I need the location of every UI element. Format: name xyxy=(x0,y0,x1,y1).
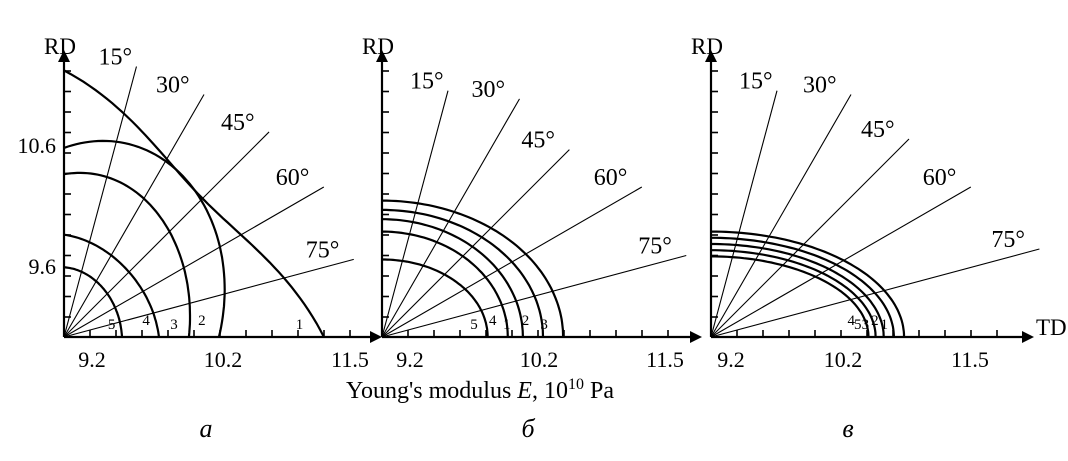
x-axis-arrow xyxy=(690,331,702,343)
curve-4 xyxy=(382,230,509,338)
curve-2 xyxy=(711,236,895,338)
angle-label: 15° xyxy=(98,45,132,71)
angle-label: 60° xyxy=(594,165,628,191)
panel-label: а xyxy=(200,414,213,443)
x-tick-label: 10.2 xyxy=(520,347,559,372)
y-axis-title: RD xyxy=(691,34,723,59)
curve-label: 5 xyxy=(108,317,116,333)
curve-5 xyxy=(711,249,877,338)
angle-label: 45° xyxy=(861,117,895,143)
curve-label: 3 xyxy=(540,317,548,333)
y-axis-arrow xyxy=(376,50,388,62)
angle-label: 75° xyxy=(991,227,1025,253)
x-label-exponent: 10 xyxy=(568,376,584,393)
curve-5 xyxy=(382,258,489,337)
curve-label: 2 xyxy=(522,313,530,329)
curve-label: 5 xyxy=(854,317,862,333)
ray-45 xyxy=(381,149,570,338)
ray-15 xyxy=(63,66,138,338)
curve-1 xyxy=(63,69,325,338)
curve-3 xyxy=(63,171,192,338)
ray-30 xyxy=(710,94,852,338)
curve-label: 4 xyxy=(142,313,150,329)
angle-label: 15° xyxy=(739,69,773,95)
y-axis-arrow xyxy=(705,50,717,62)
x-label-units: , 10 xyxy=(532,378,568,404)
ray-15 xyxy=(710,90,778,338)
curve-label: 1 xyxy=(296,317,304,333)
curve-1 xyxy=(711,230,906,337)
curve-5 xyxy=(63,266,124,338)
curve-2 xyxy=(63,139,226,338)
curve-2 xyxy=(382,208,545,338)
angle-label: 45° xyxy=(221,110,255,136)
ray-60 xyxy=(63,186,325,338)
x-tick-label: 11.5 xyxy=(331,347,369,372)
x-tick-label: 11.5 xyxy=(951,347,989,372)
y-axis-title: RD xyxy=(362,34,394,59)
curve-4 xyxy=(63,233,161,338)
ray-60 xyxy=(710,186,972,338)
curve-4 xyxy=(711,255,870,338)
x-axis-label: Young's modulus E, 1010 Pa xyxy=(346,376,614,404)
angle-label: 15° xyxy=(410,69,444,95)
x-label-variable: E xyxy=(516,378,532,404)
ray-45 xyxy=(63,131,270,338)
angle-label: 30° xyxy=(156,73,190,99)
x-tick-label: 10.2 xyxy=(204,347,243,372)
x-tick-label: 11.5 xyxy=(646,347,684,372)
x-axis-title: TD xyxy=(1036,315,1067,340)
panel-label: б xyxy=(521,414,535,443)
curve-1 xyxy=(382,218,524,338)
x-tick-label: 10.2 xyxy=(824,347,863,372)
angle-label: 30° xyxy=(803,73,837,99)
angle-label: 30° xyxy=(472,77,506,103)
x-axis-arrow xyxy=(370,331,382,343)
angle-label: 60° xyxy=(923,165,957,191)
curve-label: 4 xyxy=(489,313,497,329)
curve-label: 4 xyxy=(847,313,855,329)
x-axis-arrow xyxy=(1022,331,1034,343)
curve-label: 3 xyxy=(862,317,870,333)
curve-label: 3 xyxy=(170,317,178,333)
curve-label: 2 xyxy=(871,313,879,329)
x-tick-label: 9.2 xyxy=(396,347,424,372)
x-tick-label: 9.2 xyxy=(78,347,106,372)
curve-label: 5 xyxy=(470,317,478,333)
angle-label: 75° xyxy=(306,237,340,263)
x-label-unit: Pa xyxy=(584,378,614,404)
curve-label: 2 xyxy=(198,313,206,329)
ray-15 xyxy=(381,90,449,338)
y-tick-label: 10.6 xyxy=(18,133,57,158)
ray-30 xyxy=(381,98,520,338)
y-tick-label: 9.6 xyxy=(29,254,57,279)
y-axis-arrow xyxy=(58,50,70,62)
angle-label: 60° xyxy=(276,165,310,191)
ray-45 xyxy=(710,138,910,338)
angle-label: 75° xyxy=(638,233,672,259)
ray-75 xyxy=(63,258,354,338)
curve-3 xyxy=(711,242,885,338)
curve-3 xyxy=(382,199,565,338)
panel-a: 9.2 10.2 11.5 10.6 9.6 RD 15° 30° 45° 60° 75° 1 2 3 4 5… xyxy=(18,34,382,443)
panel-label: в xyxy=(842,414,853,443)
x-label-text: Young's modulus xyxy=(346,378,517,404)
y-axis-title: RD xyxy=(44,34,76,59)
ray-30 xyxy=(63,94,205,338)
x-tick-label: 9.2 xyxy=(717,347,745,372)
curve-label: 1 xyxy=(881,317,889,333)
angle-label: 45° xyxy=(521,128,555,154)
